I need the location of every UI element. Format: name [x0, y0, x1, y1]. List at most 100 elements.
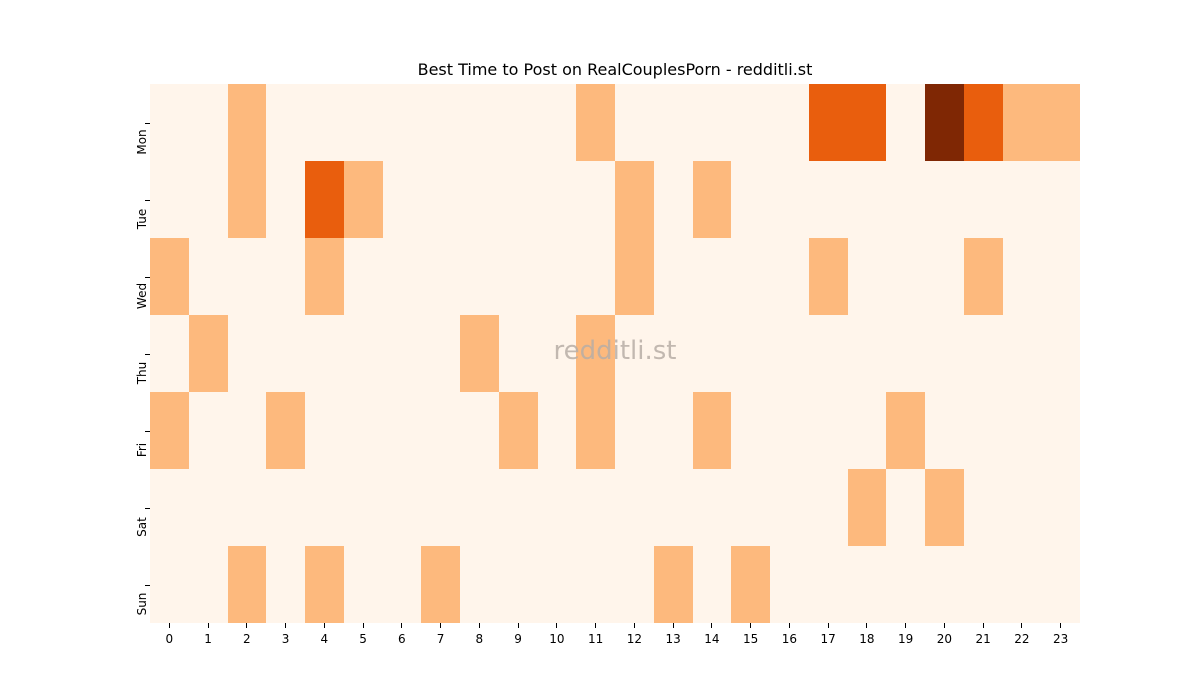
x-axis: 0 1 2 3 4 5 6 7 8 9 10 11 12 13 14 15 16 17 18 19 20 21 22 23	[150, 623, 1080, 653]
heatmap-cell	[498, 238, 538, 315]
x-tick-label: 19	[897, 632, 914, 646]
heatmap-cell	[1041, 315, 1080, 392]
y-tick-label: Tue	[135, 208, 149, 229]
heatmap-cell	[925, 315, 964, 392]
heatmap-cell	[343, 546, 383, 623]
x-tick-label: 15	[742, 632, 759, 646]
heatmap-cell	[150, 161, 189, 238]
heatmap-cell	[653, 84, 693, 161]
heatmap-cell	[808, 546, 848, 623]
heatmap-cell	[266, 392, 305, 469]
x-tick: 15	[731, 623, 771, 646]
x-tick: 17	[808, 623, 848, 646]
heatmap-cell	[460, 161, 499, 238]
heatmap-cell	[1041, 469, 1080, 546]
x-tick: 0	[149, 623, 189, 646]
x-tick: 10	[537, 623, 577, 646]
heatmap-cell	[731, 84, 770, 161]
heatmap-cell	[1002, 469, 1042, 546]
x-tick: 3	[266, 623, 306, 646]
heatmap-cell	[808, 238, 848, 315]
x-tick: 16	[769, 623, 809, 646]
heatmap-cell	[886, 392, 925, 469]
x-tick: 7	[421, 623, 461, 646]
x-tick: 20	[924, 623, 964, 646]
heatmap-cell	[1041, 238, 1080, 315]
heatmap-cell	[343, 238, 383, 315]
heatmap-cell	[343, 84, 383, 161]
heatmap-cell	[576, 238, 615, 315]
heatmap-cell	[847, 161, 887, 238]
heatmap-cell	[615, 315, 654, 392]
heatmap-cell	[770, 392, 809, 469]
heatmap-cell	[266, 161, 305, 238]
heatmap-cell	[305, 238, 344, 315]
heatmap-cell	[460, 84, 499, 161]
x-tick-label: 12	[626, 632, 643, 646]
heatmap-cell	[305, 315, 344, 392]
x-tick-label: 17	[820, 632, 836, 646]
y-tick-label: Sat	[135, 516, 149, 537]
y-tick-label: Fri	[135, 442, 149, 457]
heatmap-cell	[227, 469, 267, 546]
heatmap-cell	[847, 238, 887, 315]
heatmap-cell	[731, 469, 770, 546]
heatmap-cell	[537, 469, 577, 546]
x-tick: 1	[188, 623, 228, 646]
heatmap-cell	[770, 469, 809, 546]
heatmap-cell	[925, 546, 964, 623]
heatmap-cell	[382, 469, 422, 546]
heatmap-cell	[150, 84, 189, 161]
heatmap-cell	[808, 469, 848, 546]
heatmap-cell	[808, 84, 848, 161]
heatmap-cell	[382, 238, 422, 315]
heatmap-cell	[460, 392, 499, 469]
heatmap-cell	[382, 546, 422, 623]
heatmap-cell	[770, 238, 809, 315]
heatmap-cell	[886, 161, 925, 238]
heatmap-cell	[925, 392, 964, 469]
x-tick-label: 3	[281, 632, 290, 646]
heatmap-cell	[150, 392, 189, 469]
heatmap-cell	[731, 315, 770, 392]
heatmap-cell	[808, 315, 848, 392]
heatmap-cell	[1002, 161, 1042, 238]
x-tick-label: 1	[204, 632, 212, 646]
heatmap-cell	[731, 161, 770, 238]
heatmap-cell	[615, 546, 654, 623]
heatmap-grid	[150, 84, 1080, 623]
heatmap-cell	[188, 84, 228, 161]
heatmap-cell	[305, 161, 344, 238]
x-tick-label: 2	[243, 632, 251, 646]
x-tick: 8	[459, 623, 499, 646]
x-tick-label: 8	[475, 632, 484, 646]
heatmap-cell	[653, 315, 693, 392]
heatmap-cell	[886, 315, 925, 392]
heatmap-cell	[770, 315, 809, 392]
heatmap-cell	[808, 392, 848, 469]
heatmap-cell	[770, 161, 809, 238]
heatmap-cell	[925, 469, 964, 546]
x-tick-label: 6	[398, 632, 406, 646]
x-tick: 4	[304, 623, 344, 646]
heatmap-cell	[150, 469, 189, 546]
heatmap-cell	[847, 546, 887, 623]
y-tick-label: Sun	[135, 592, 149, 615]
heatmap-cell	[382, 315, 422, 392]
x-tick-label: 16	[781, 632, 798, 646]
heatmap-cell	[886, 469, 925, 546]
x-tick-label: 21	[975, 632, 991, 646]
x-tick: 23	[1041, 623, 1081, 646]
heatmap-cell	[808, 161, 848, 238]
x-tick-label: 0	[165, 632, 174, 646]
heatmap-cell	[576, 546, 615, 623]
heatmap-cell	[615, 469, 654, 546]
heatmap-cell	[1002, 315, 1042, 392]
heatmap-cell	[847, 315, 887, 392]
x-tick-label: 10	[549, 632, 565, 646]
heatmap-cell	[615, 238, 654, 315]
heatmap-cell	[498, 161, 538, 238]
heatmap-cell	[576, 392, 615, 469]
heatmap-cell	[963, 546, 1003, 623]
heatmap-cell	[421, 392, 460, 469]
